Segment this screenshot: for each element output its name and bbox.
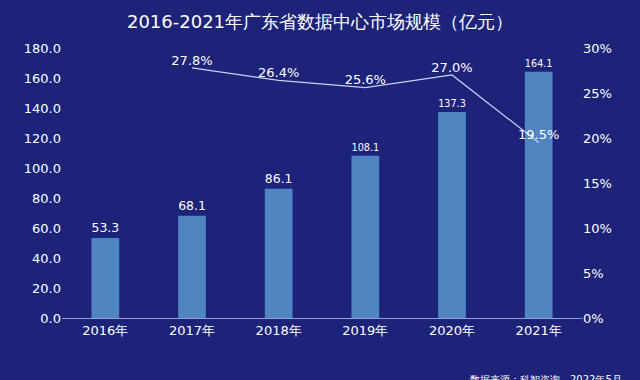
svg-text:0%: 0%: [583, 311, 604, 326]
svg-text:2021年: 2021年: [516, 323, 562, 338]
svg-text:27.8%: 27.8%: [171, 53, 212, 68]
svg-text:0.0: 0.0: [40, 311, 61, 326]
svg-text:108.1: 108.1: [351, 142, 379, 153]
svg-text:2017年: 2017年: [169, 323, 215, 338]
svg-text:2016-2021年广东省数据中心市场规模（亿元）: 2016-2021年广东省数据中心市场规模（亿元）: [127, 11, 513, 32]
svg-text:20.0: 20.0: [32, 281, 61, 296]
svg-text:53.3: 53.3: [91, 220, 119, 235]
svg-text:2018年: 2018年: [256, 323, 302, 338]
svg-text:25%: 25%: [583, 86, 612, 101]
svg-text:27.0%: 27.0%: [431, 60, 472, 75]
svg-text:60.0: 60.0: [32, 221, 61, 236]
svg-text:160.0: 160.0: [24, 71, 61, 86]
svg-text:5%: 5%: [583, 266, 604, 281]
svg-text:10%: 10%: [583, 221, 612, 236]
svg-text:80.0: 80.0: [32, 191, 61, 206]
svg-text:15%: 15%: [583, 176, 612, 191]
svg-text:19.5%: 19.5%: [518, 127, 559, 142]
svg-text:100.0: 100.0: [24, 161, 61, 176]
svg-text:180.0: 180.0: [24, 41, 61, 56]
svg-text:25.6%: 25.6%: [345, 72, 386, 87]
svg-text:164.1: 164.1: [525, 58, 553, 69]
svg-text:数据来源：科智咨询，2022年5月: 数据来源：科智咨询，2022年5月: [470, 374, 622, 380]
svg-text:20%: 20%: [583, 131, 612, 146]
svg-text:2019年: 2019年: [342, 323, 388, 338]
svg-text:30%: 30%: [583, 41, 612, 56]
svg-text:2020年: 2020年: [429, 323, 475, 338]
svg-text:40.0: 40.0: [32, 251, 61, 266]
svg-text:137.3: 137.3: [438, 98, 466, 109]
svg-text:26.4%: 26.4%: [258, 65, 299, 80]
svg-text:2016年: 2016年: [82, 323, 128, 338]
svg-text:120.0: 120.0: [24, 131, 61, 146]
svg-text:68.1: 68.1: [178, 198, 206, 213]
svg-text:86.1: 86.1: [265, 171, 293, 186]
svg-text:140.0: 140.0: [24, 101, 61, 116]
